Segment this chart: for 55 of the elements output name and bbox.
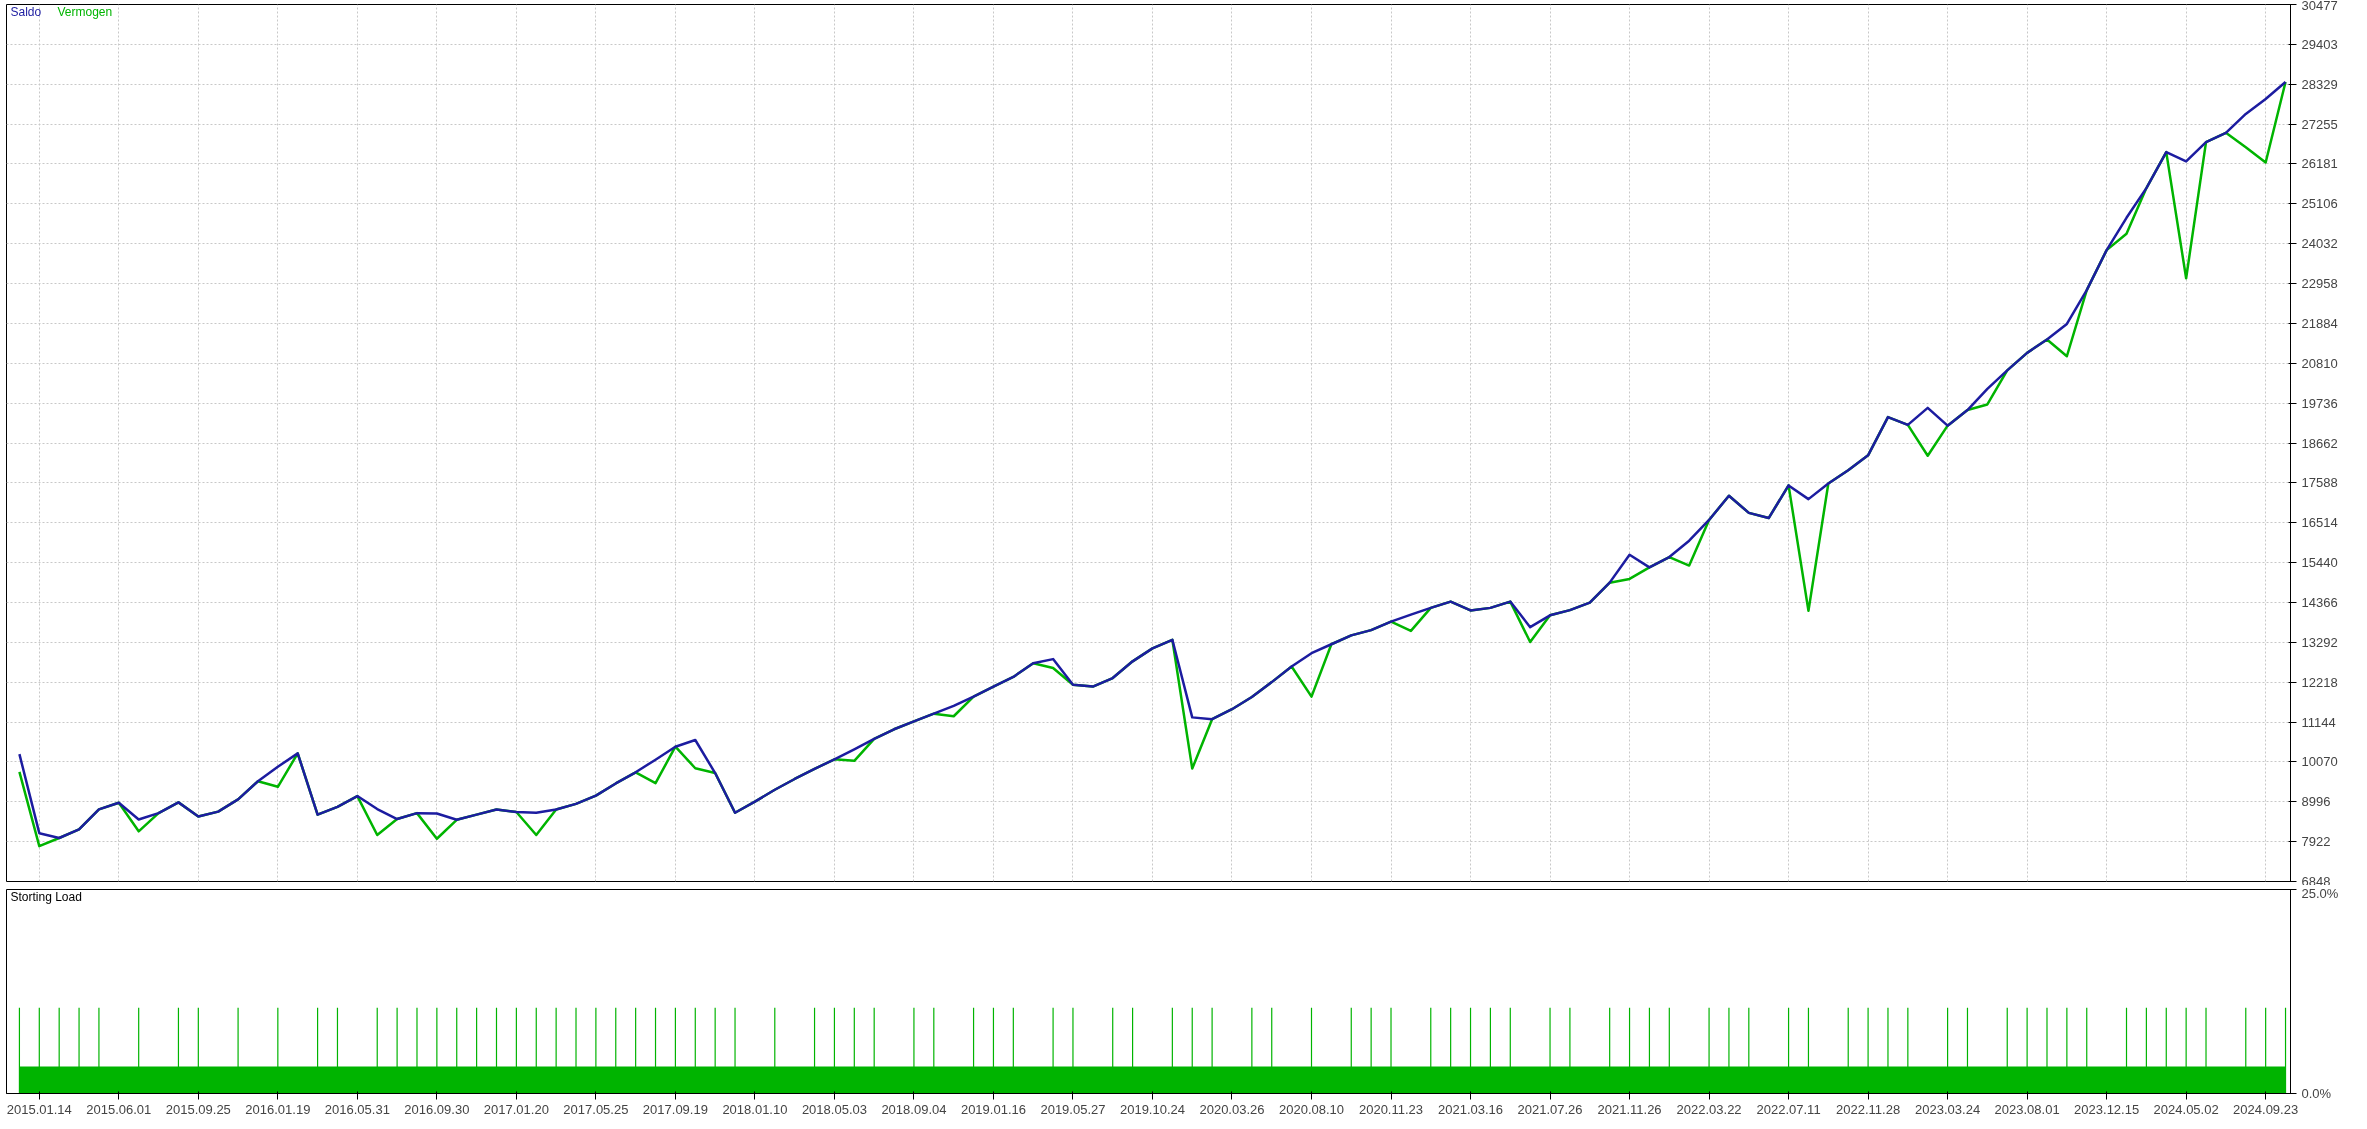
y-tick-label: 18662 [2301,435,2338,451]
x-tick-label: 2015.09.25 [165,1101,231,1117]
x-tick-label: 2016.05.31 [324,1101,390,1117]
y-tick-label: 11144 [2301,714,2336,730]
y-tick-label: 0.0% [2301,1086,2332,1101]
y-tick-label: 24032 [2301,236,2338,252]
y-tick-label: 25106 [2301,196,2338,212]
x-tick-label: 2019.10.24 [1119,1101,1186,1117]
x-tick-label: 2017.09.19 [642,1101,708,1117]
x-tick-label: 2024.09.23 [2233,1101,2299,1117]
x-tick-label: 2021.07.26 [1517,1101,1583,1117]
y-tick-label: 22958 [2301,276,2338,292]
x-tick-label: 2020.03.26 [1199,1101,1265,1117]
x-tick-label: 2022.11.28 [1836,1101,1901,1117]
y-tick-label: 21884 [2301,315,2338,331]
y-tick-label: 26181 [2301,156,2338,172]
y-tick-label: 16514 [2301,515,2338,531]
y-tick-label: 29403 [2301,36,2338,52]
y-tick-label: 10070 [2301,754,2338,770]
text: Vermogen [57,4,113,19]
x-tick-label: 2020.08.10 [1278,1101,1345,1117]
x-tick-label: 2019.01.16 [960,1101,1026,1117]
y-tick-label: 20810 [2301,355,2338,371]
x-tick-label: 2018.09.04 [881,1101,947,1117]
x-tick-label: 2023.12.15 [2074,1101,2140,1117]
x-tick-label: 2018.05.03 [801,1101,867,1117]
x-tick-label: 2019.05.27 [1040,1101,1106,1117]
y-tick-label: 27255 [2301,116,2338,132]
chart-title: Storting Load [10,889,82,904]
x-tick-label: 2020.11.23 [1358,1101,1424,1117]
x-tick-label: 2022.03.22 [1676,1101,1742,1117]
x-tick-label: 2017.05.25 [563,1101,629,1117]
x-tick-label: 2022.07.11 [1756,1101,1821,1117]
x-tick-label: 2015.01.14 [6,1101,72,1117]
x-tick-label: 2016.09.30 [404,1101,470,1117]
x-tick-label: 2023.08.01 [1994,1101,2060,1117]
x-tick-label: 2024.05.02 [2153,1101,2219,1117]
y-tick-label: 13292 [2301,634,2338,650]
y-tick-label: 28329 [2301,76,2338,92]
x-tick-label: 2021.11.26 [1597,1101,1662,1117]
x-tick-label: 2016.01.19 [245,1101,311,1117]
y-tick-label: 14366 [2301,594,2338,610]
x-tick-label: 2021.03.16 [1437,1101,1504,1117]
text: Saldo [10,4,42,19]
y-tick-label: 15440 [2301,555,2338,571]
y-tick-label: 8996 [2301,794,2331,810]
y-tick-label: 17588 [2301,475,2338,491]
x-tick-label: 2018.01.10 [722,1101,788,1117]
y-tick-label: 19736 [2301,395,2338,411]
x-tick-label: 2015.06.01 [86,1101,152,1117]
y-tick-label: 12218 [2301,674,2338,690]
y-tick-label: 7922 [2301,834,2331,850]
x-tick-label: 2023.03.24 [1915,1101,1981,1117]
x-tick-label: 2017.01.20 [483,1101,549,1117]
y-tick-label: 30477 [2301,0,2338,13]
